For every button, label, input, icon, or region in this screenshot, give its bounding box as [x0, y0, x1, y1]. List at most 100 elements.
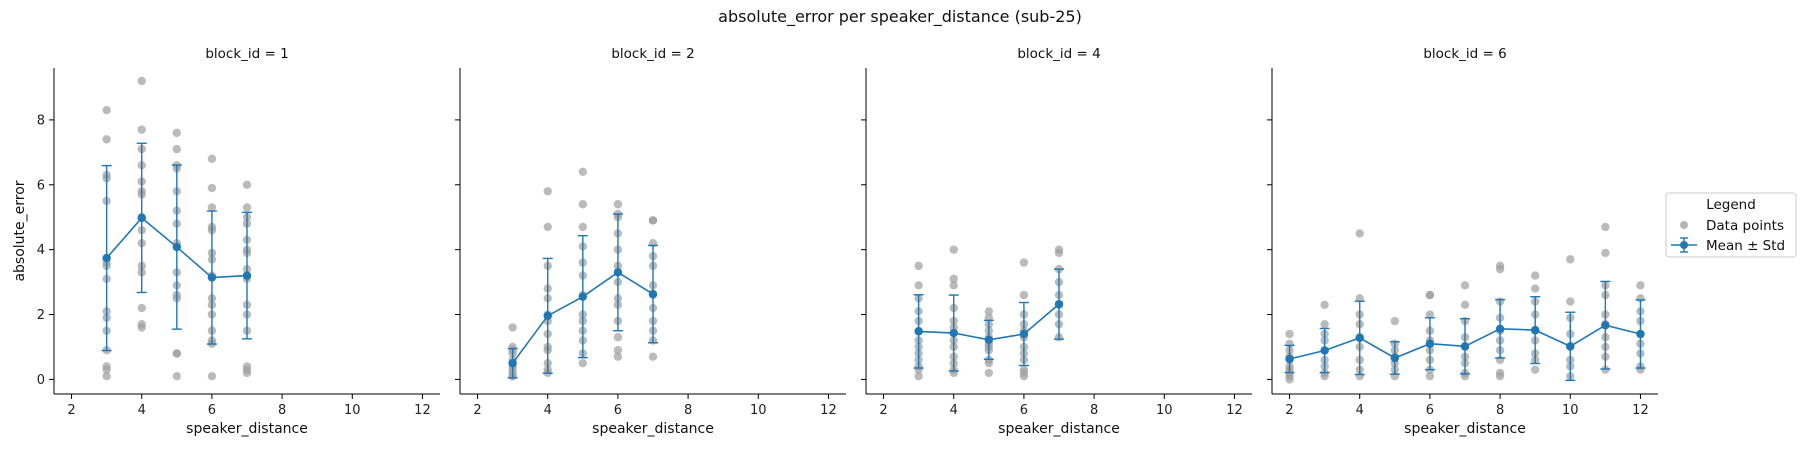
data-point: [1320, 371, 1329, 381]
data-point: [1636, 281, 1645, 290]
data-point: [172, 144, 182, 154]
mean-point: [1320, 346, 1329, 355]
data-point: [613, 346, 623, 355]
data-point: [1355, 229, 1364, 238]
mean-point: [1285, 354, 1294, 364]
y-tick-label: 0: [37, 373, 45, 388]
data-point: [1495, 264, 1505, 274]
legend-points-marker: [1680, 221, 1688, 229]
data-point: [1566, 255, 1575, 264]
data-point: [1530, 271, 1540, 280]
data-point: [1355, 294, 1364, 303]
mean-point: [984, 335, 994, 345]
data-point: [949, 274, 958, 284]
data-point: [578, 222, 588, 232]
mean-point: [949, 328, 958, 338]
data-point: [102, 365, 111, 374]
y-tick-label: 8: [37, 113, 45, 128]
y-axis-label: absolute_error: [12, 180, 28, 281]
y-tick-label: 4: [37, 243, 45, 258]
data-point: [102, 105, 111, 115]
mean-point: [137, 213, 146, 223]
data-point: [1019, 371, 1029, 381]
data-point: [1566, 297, 1575, 306]
data-point: [1530, 284, 1540, 293]
data-point: [242, 203, 252, 212]
mean-point: [242, 271, 252, 280]
data-point: [984, 358, 994, 368]
data-point: [613, 200, 623, 209]
data-point: [1019, 290, 1029, 300]
data-point: [102, 135, 111, 144]
mean-point: [1636, 329, 1645, 339]
data-point: [613, 352, 623, 361]
legend-mean-marker: [1680, 241, 1688, 249]
mean-point: [1530, 325, 1540, 335]
data-point: [207, 371, 217, 381]
x-tick-label: 12: [820, 403, 837, 418]
x-tick-label: 6: [1020, 403, 1028, 418]
mean-point: [1601, 321, 1610, 330]
data-point: [172, 349, 182, 358]
x-tick-label: 2: [879, 403, 887, 418]
panel-title: block_id = 2: [611, 46, 694, 62]
data-point: [207, 203, 217, 212]
data-point: [102, 371, 111, 381]
data-point: [1601, 222, 1610, 232]
mean-point: [613, 268, 623, 277]
x-tick-label: 2: [67, 403, 75, 418]
data-point: [1285, 329, 1294, 339]
panel-title: block_id = 6: [1423, 46, 1506, 62]
mean-point: [1355, 333, 1364, 343]
data-point: [242, 180, 252, 189]
data-point: [1425, 290, 1435, 300]
data-point: [207, 154, 217, 164]
data-point: [949, 281, 958, 290]
mean-point: [1566, 342, 1575, 351]
data-point: [1320, 320, 1329, 329]
data-point: [1285, 375, 1294, 384]
data-point: [543, 187, 552, 196]
x-axis-label: speaker_distance: [998, 421, 1120, 437]
data-point: [1390, 316, 1400, 326]
x-axis-label: speaker_distance: [592, 421, 714, 437]
x-axis-label: speaker_distance: [186, 421, 308, 437]
mean-point: [543, 311, 552, 321]
x-tick-label: 8: [1090, 403, 1098, 418]
mean-point: [1425, 339, 1435, 348]
mean-point: [1054, 299, 1064, 309]
data-point: [543, 222, 552, 232]
x-tick-label: 6: [1426, 403, 1434, 418]
data-point: [914, 281, 923, 290]
mean-point: [172, 242, 182, 252]
data-point: [508, 323, 517, 332]
panel-4: 2 4 6 8 10 12 block_id = 6 speaker_distance: [1267, 46, 1658, 437]
panel-1: 2 4 6 8 10 12 0 2 4 6 8 block_id = 1 speaker_distanc…: [12, 46, 440, 437]
data-point: [648, 216, 658, 225]
x-tick-label: 8: [684, 403, 692, 418]
data-point: [914, 261, 923, 271]
data-point: [984, 307, 994, 316]
data-point: [172, 371, 182, 381]
mean-point: [508, 358, 517, 368]
legend-title: Legend: [1706, 197, 1756, 213]
data-point: [914, 371, 923, 381]
data-point: [1495, 371, 1505, 381]
data-point: [1054, 248, 1064, 258]
data-point: [578, 358, 588, 368]
data-point: [1019, 258, 1029, 267]
x-tick-label: 4: [544, 403, 552, 418]
x-tick-label: 12: [1226, 403, 1243, 418]
mean-point: [207, 273, 217, 282]
data-point: [137, 76, 146, 86]
x-tick-label: 4: [950, 403, 958, 418]
x-tick-label: 2: [473, 403, 481, 418]
x-tick-label: 10: [750, 403, 767, 418]
data-point: [578, 200, 588, 209]
x-tick-label: 4: [1356, 403, 1364, 418]
x-tick-label: 10: [1156, 403, 1173, 418]
panel-title: block_id = 4: [1017, 46, 1100, 62]
x-tick-label: 12: [414, 403, 431, 418]
